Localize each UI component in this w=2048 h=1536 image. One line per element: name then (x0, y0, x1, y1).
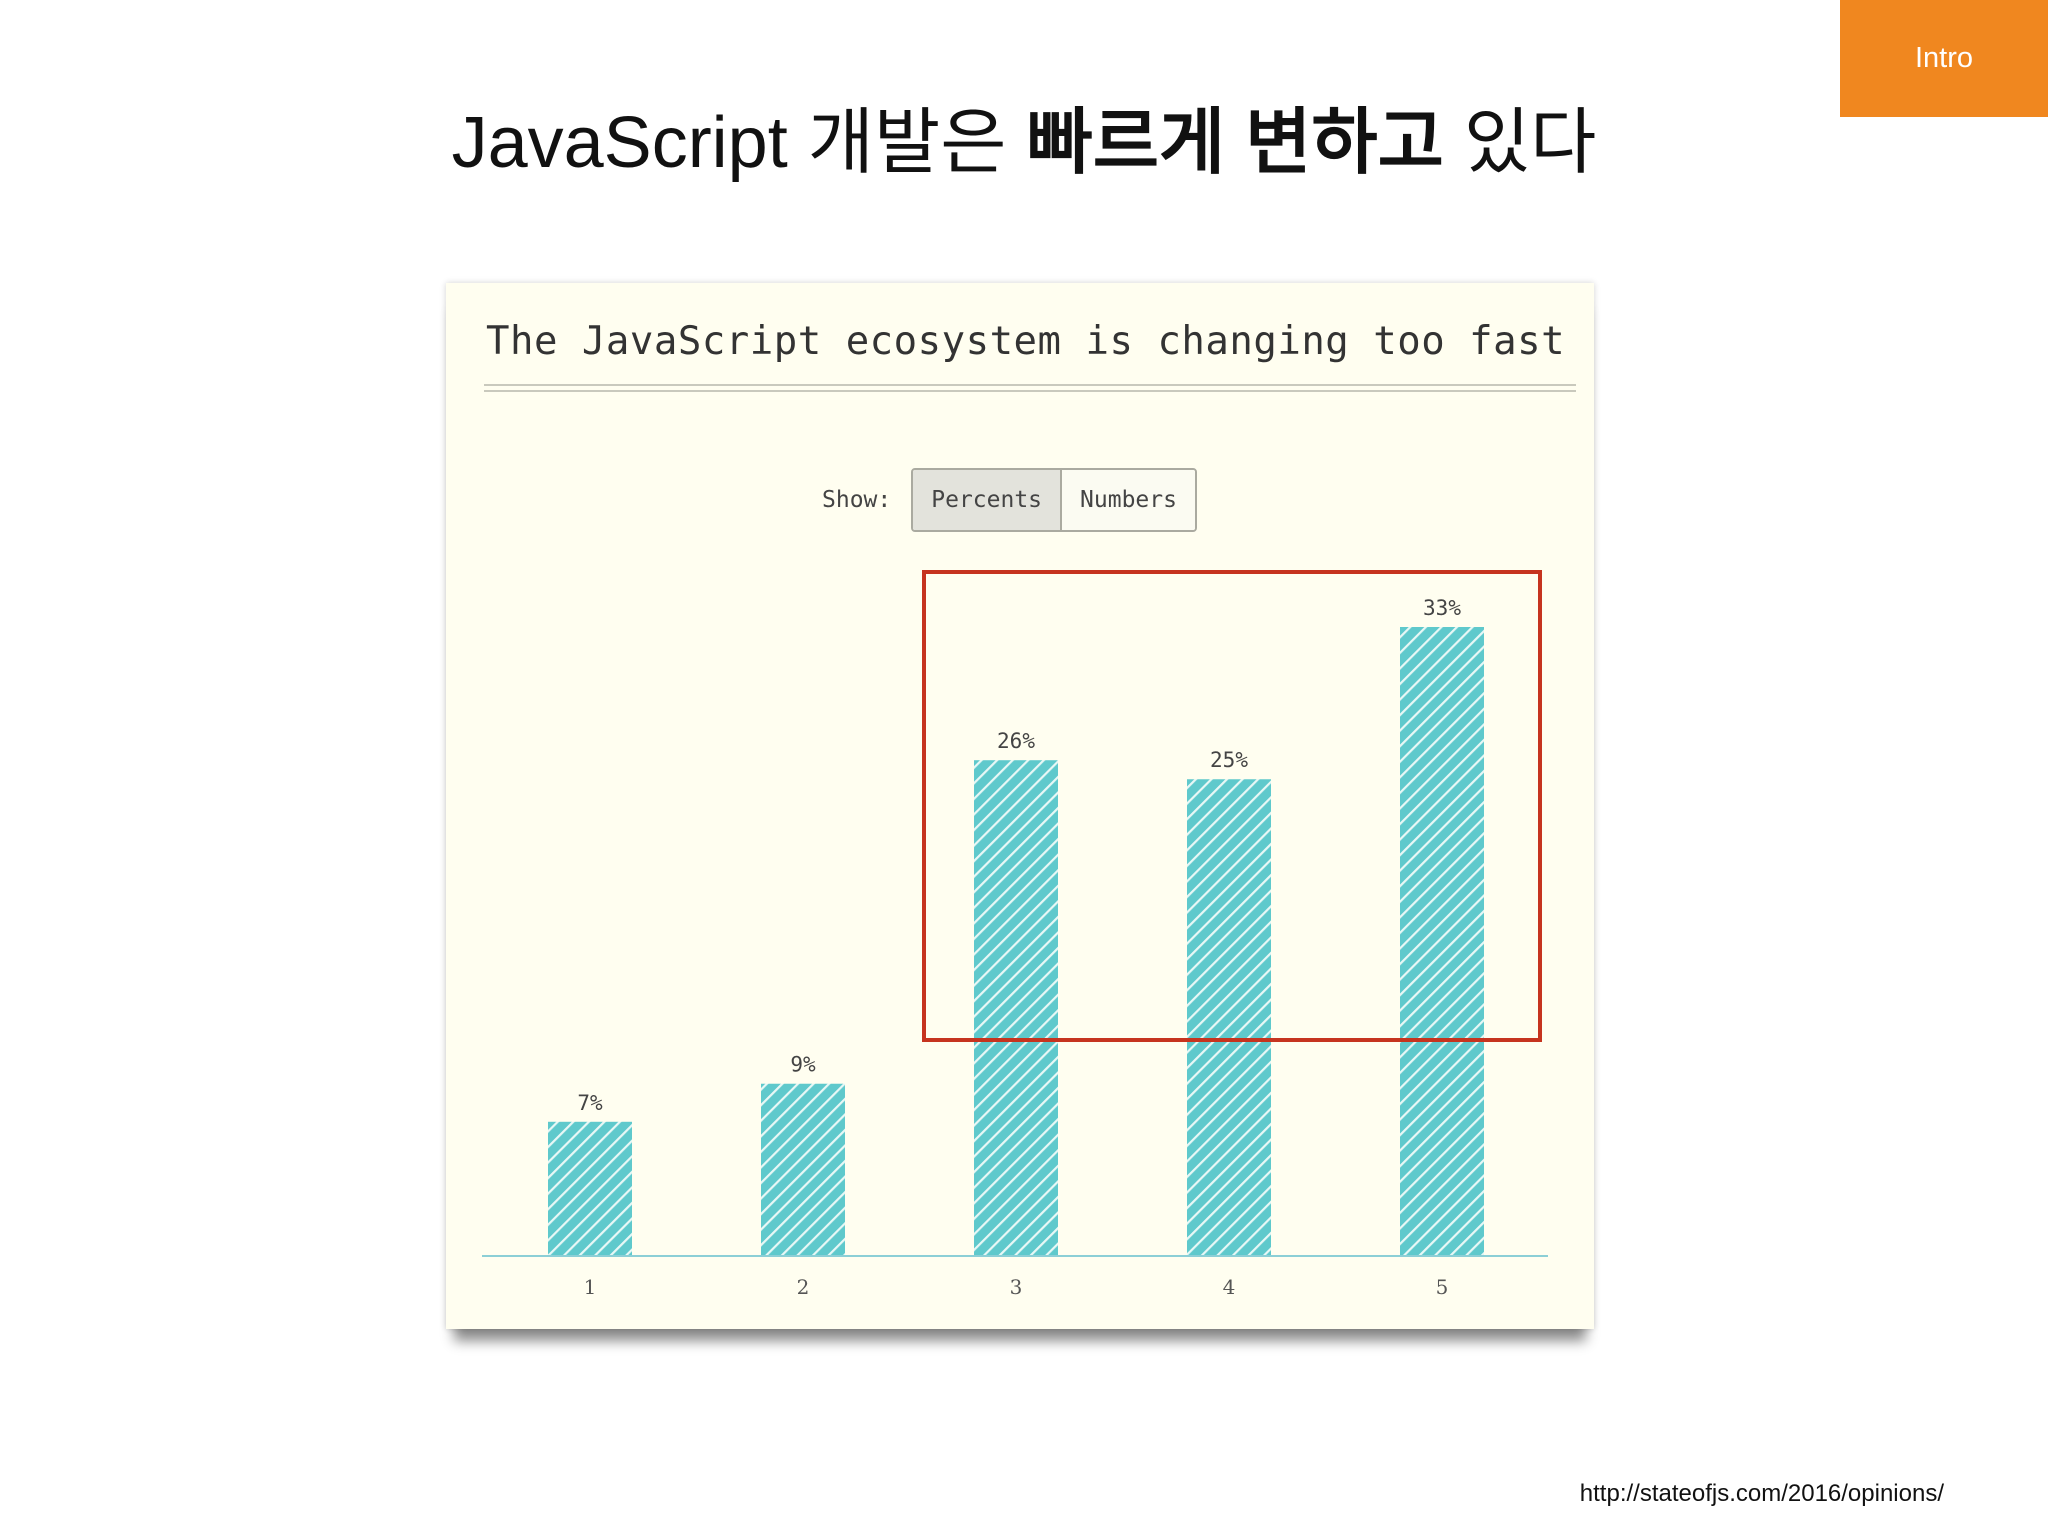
slide-title-bold: 빠르게 변하고 (1026, 103, 1444, 183)
value-label: 9% (790, 1053, 816, 1077)
bar-5 (1400, 627, 1484, 1255)
section-tab: Intro (1840, 0, 2048, 117)
highlight-box (922, 570, 1542, 1042)
bar-1 (548, 1121, 632, 1255)
source-link[interactable]: http://stateofjs.com/2016/opinions/ (1579, 1480, 1944, 1507)
bar-chart: 7% 1 9% 2 26% 3 25% 4 33% 5 (482, 596, 1548, 1299)
value-label: 7% (577, 1091, 603, 1115)
percents-button[interactable]: Percents (913, 470, 1063, 530)
chart-screenshot: The JavaScript ecosystem is changing too… (446, 283, 1594, 1329)
x-tick-label: 2 (797, 1275, 810, 1299)
x-tick-label: 1 (584, 1275, 597, 1299)
numbers-button[interactable]: Numbers (1062, 470, 1195, 530)
value-label: 33% (1423, 596, 1461, 620)
bar-2 (761, 1083, 845, 1255)
section-tab-label: Intro (1914, 42, 1974, 74)
show-toggle: Show: Percents Numbers (822, 468, 1197, 532)
slide-title-normal: JavaScript 개발은 (451, 103, 1027, 183)
bar-3 (974, 760, 1058, 1255)
bar-4 (1187, 779, 1271, 1255)
chart-title: The JavaScript ecosystem is changing too… (486, 319, 1566, 364)
x-tick-label: 3 (1010, 1275, 1023, 1299)
slide-title: JavaScript 개발은 빠르게 변하고 있다 (440, 92, 1608, 194)
toggle-group: Percents Numbers (911, 468, 1197, 532)
x-tick-label: 4 (1223, 1275, 1236, 1299)
show-label: Show: (822, 487, 892, 513)
slide-title-end: 있다 (1443, 103, 1597, 183)
x-tick-label: 5 (1436, 1275, 1449, 1299)
title-divider (484, 384, 1576, 392)
value-label: 25% (1210, 748, 1248, 772)
value-label: 26% (997, 729, 1035, 753)
